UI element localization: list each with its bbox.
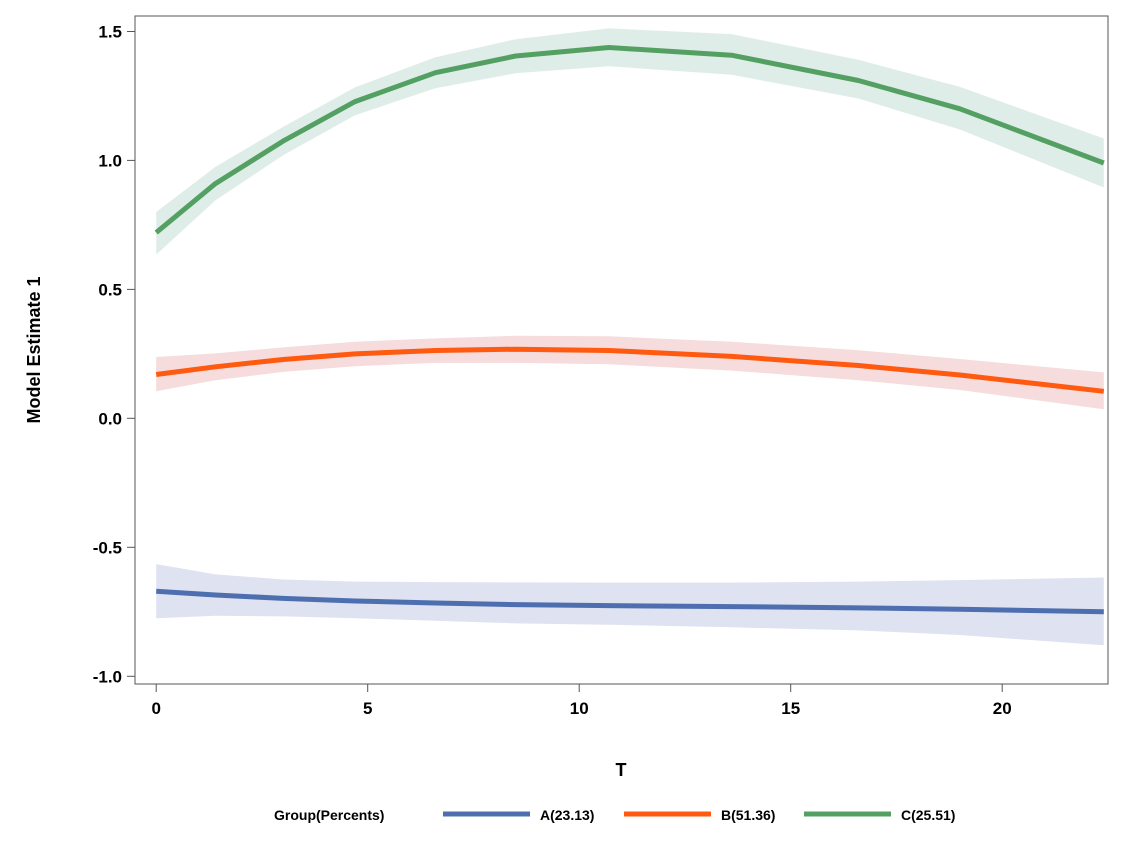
legend-label-a: A(23.13) — [540, 807, 594, 823]
line-series-c — [154, 45, 1105, 235]
legend: Group(Percents) A(23.13) B(51.36) C(25.51) — [274, 807, 955, 823]
x-tick-label: 15 — [781, 699, 800, 718]
y-tick-label: -0.5 — [93, 538, 122, 557]
line-series-b — [155, 346, 1105, 394]
legend-label-c: C(25.51) — [901, 807, 955, 823]
y-tick-label: 1.0 — [98, 151, 122, 170]
x-tick-label: 20 — [993, 699, 1012, 718]
x-tick-label: 0 — [151, 699, 160, 718]
series-lines — [154, 45, 1105, 615]
legend-label-b: B(51.36) — [721, 807, 775, 823]
y-tick-label: 0.5 — [98, 280, 122, 299]
y-tick-label: -1.0 — [93, 667, 122, 686]
x-axis-title: T — [616, 760, 627, 780]
x-tick-label: 5 — [363, 699, 372, 718]
x-axis: 0 5 10 15 20 — [151, 684, 1012, 718]
y-axis: -1.0 -0.5 0.0 0.5 1.0 1.5 — [93, 23, 135, 686]
y-tick-label: 0.0 — [98, 409, 122, 428]
x-tick-label: 10 — [570, 699, 589, 718]
legend-title: Group(Percents) — [274, 807, 384, 823]
plot-frame — [134, 15, 1109, 685]
y-axis-title: Model Estimate 1 — [24, 276, 44, 423]
y-tick-label: 1.5 — [98, 23, 122, 42]
line-series-a — [156, 588, 1104, 615]
